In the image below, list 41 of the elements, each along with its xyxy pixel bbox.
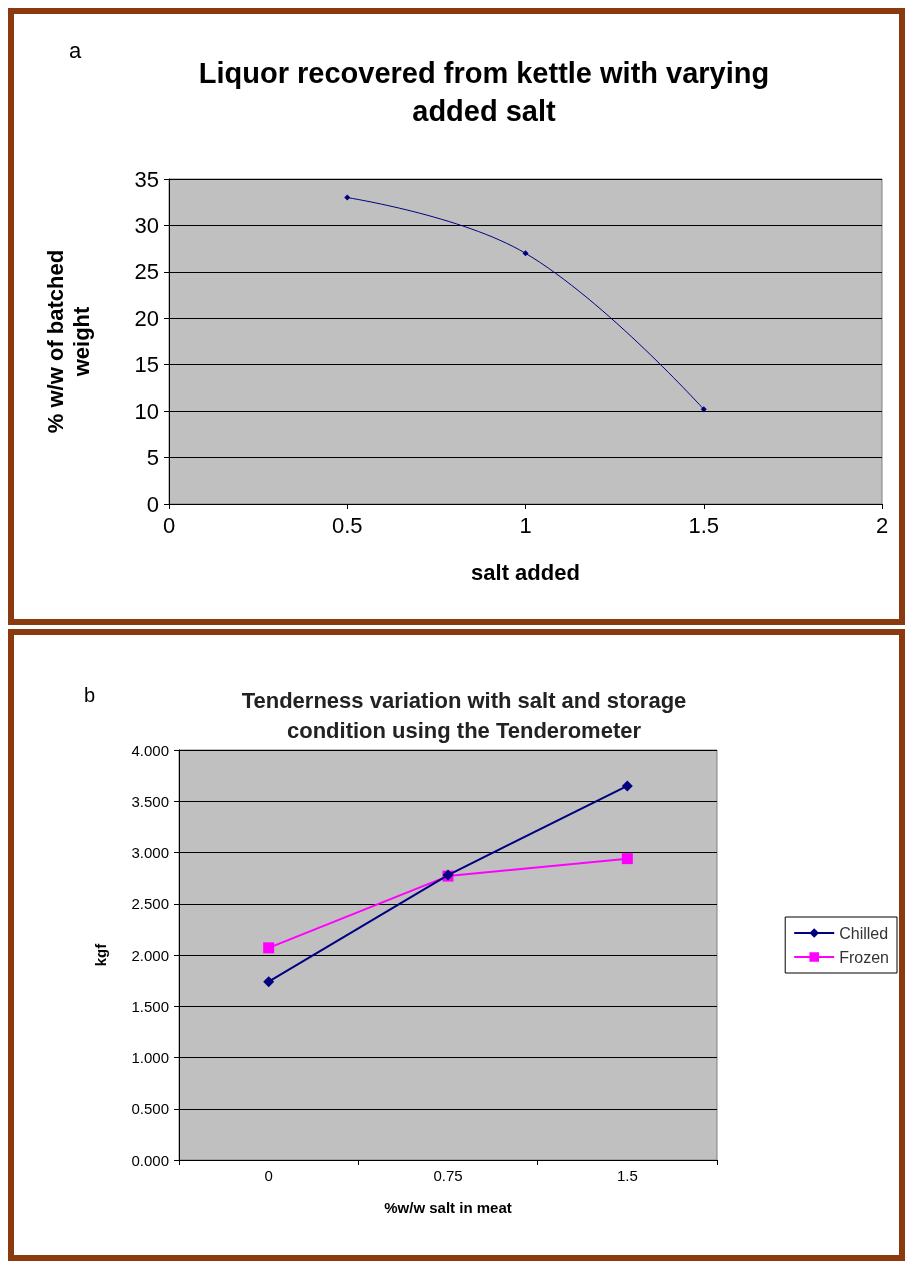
legend-label: Chilled: [839, 924, 889, 942]
x-tick-label: 0: [264, 1167, 273, 1184]
y-tick-label: 30: [134, 212, 159, 238]
y-tick-label: 10: [134, 398, 159, 424]
x-axis-title: %w/w salt in meat: [384, 1199, 512, 1216]
text: b: [84, 684, 96, 706]
x-tick-label: 1.5: [688, 512, 720, 538]
y-tick-label: 1.500: [131, 997, 169, 1015]
point: [522, 250, 529, 257]
y-tick-label: 15: [134, 352, 159, 378]
y-tick-label: 0.500: [131, 1100, 169, 1118]
y-tick-label: 35: [134, 166, 159, 192]
point: [621, 780, 633, 792]
chart-title: Tenderness variation with salt and storage condition using the Tenderometer: [241, 687, 687, 743]
y-tick-label: 4.000: [131, 741, 169, 759]
legend-label: Frozen: [839, 948, 889, 966]
y-tick-label: 0: [146, 491, 159, 517]
point: [263, 976, 275, 988]
point: [263, 942, 275, 954]
x-tick-label: 2: [875, 512, 889, 538]
x-tick-label: 0.5: [331, 512, 363, 538]
y-axis-title: kgf: [91, 942, 109, 967]
text: a: [69, 37, 82, 63]
point: [700, 406, 707, 413]
y-tick-label: 5: [146, 445, 159, 471]
y-axis-title: % w/w of batched weight: [42, 249, 94, 434]
y-tick-label: 25: [134, 259, 159, 285]
x-axis-title: salt added: [471, 559, 580, 585]
point: [621, 853, 633, 865]
y-tick-label: 20: [134, 305, 159, 331]
chart-title: Liquor recovered from kettle with varying added salt: [198, 57, 770, 127]
y-tick-label: 3.500: [131, 792, 169, 810]
point: [344, 194, 351, 201]
x-tick-label: 1: [519, 512, 532, 538]
x-tick-label: 0.75: [433, 1167, 463, 1184]
x-tick-label: 1.5: [616, 1167, 638, 1184]
y-tick-label: 0.000: [131, 1151, 169, 1169]
y-tick-label: 1.000: [131, 1049, 169, 1066]
y-tick-label: 2.500: [131, 895, 169, 913]
y-tick-label: 2.000: [131, 946, 169, 964]
y-tick-label: 3.000: [131, 844, 169, 861]
